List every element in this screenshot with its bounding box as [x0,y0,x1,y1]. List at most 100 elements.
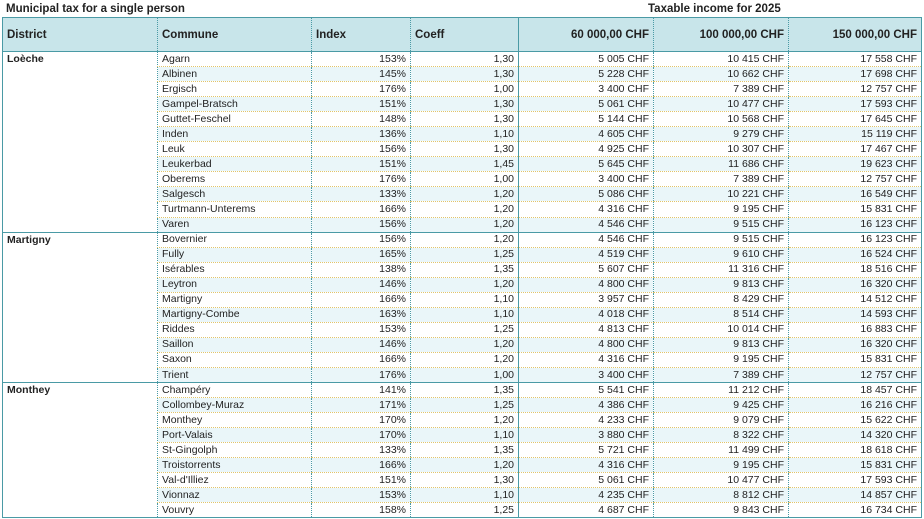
index-cell[interactable]: 176% [311,367,411,384]
commune-cell[interactable]: Saillon [157,337,312,353]
tax-60000-cell[interactable]: 4 519 CHF [518,247,654,263]
coeff-cell[interactable]: 1,20 [410,457,519,474]
commune-cell[interactable]: Leukerbad [157,156,312,173]
commune-cell[interactable]: Monthey [157,412,312,429]
coeff-cell[interactable]: 1,25 [410,502,519,519]
tax-150000-cell[interactable]: 17 645 CHF [788,111,922,128]
tax-60000-cell[interactable]: 4 235 CHF [518,487,654,504]
index-cell[interactable]: 133% [311,442,411,459]
commune-cell[interactable]: Bovernier [157,232,312,248]
index-cell[interactable]: 165% [311,247,411,263]
tax-150000-cell[interactable]: 15 831 CHF [788,352,922,368]
coeff-cell[interactable]: 1,45 [410,156,519,173]
coeff-cell[interactable]: 1,20 [410,412,519,429]
index-cell[interactable]: 166% [311,352,411,368]
header-income-60000[interactable]: 60 000,00 CHF [518,17,654,52]
tax-100000-cell[interactable]: 9 425 CHF [653,397,789,414]
tax-100000-cell[interactable]: 8 812 CHF [653,487,789,504]
index-cell[interactable]: 138% [311,262,411,278]
tax-150000-cell[interactable]: 16 549 CHF [788,186,922,203]
commune-cell[interactable]: Trient [157,367,312,384]
commune-cell[interactable]: Martigny [157,292,312,308]
tax-60000-cell[interactable]: 4 546 CHF [518,217,654,233]
commune-cell[interactable]: Saxon [157,352,312,368]
tax-60000-cell[interactable]: 4 233 CHF [518,412,654,429]
tax-100000-cell[interactable]: 7 389 CHF [653,367,789,384]
tax-60000-cell[interactable]: 4 813 CHF [518,322,654,338]
tax-60000-cell[interactable]: 5 645 CHF [518,156,654,173]
tax-150000-cell[interactable]: 15 831 CHF [788,201,922,218]
tax-100000-cell[interactable]: 8 322 CHF [653,427,789,444]
coeff-cell[interactable]: 1,30 [410,472,519,489]
commune-cell[interactable]: Inden [157,126,312,143]
tax-150000-cell[interactable]: 17 593 CHF [788,96,922,113]
coeff-cell[interactable]: 1,20 [410,232,519,248]
tax-100000-cell[interactable]: 11 212 CHF [653,382,789,399]
tax-150000-cell[interactable]: 15 622 CHF [788,412,922,429]
tax-100000-cell[interactable]: 10 014 CHF [653,322,789,338]
tax-60000-cell[interactable]: 5 061 CHF [518,472,654,489]
tax-100000-cell[interactable]: 11 316 CHF [653,262,789,278]
tax-60000-cell[interactable]: 5 005 CHF [518,51,654,68]
tax-100000-cell[interactable]: 10 477 CHF [653,472,789,489]
tax-150000-cell[interactable]: 14 512 CHF [788,292,922,308]
index-cell[interactable]: 176% [311,81,411,98]
tax-60000-cell[interactable]: 4 800 CHF [518,277,654,293]
tax-100000-cell[interactable]: 8 514 CHF [653,307,789,323]
tax-100000-cell[interactable]: 10 477 CHF [653,96,789,113]
tax-100000-cell[interactable]: 10 662 CHF [653,66,789,83]
tax-60000-cell[interactable]: 4 018 CHF [518,307,654,323]
tax-100000-cell[interactable]: 9 843 CHF [653,502,789,519]
tax-60000-cell[interactable]: 3 880 CHF [518,427,654,444]
commune-cell[interactable]: Riddes [157,322,312,338]
tax-100000-cell[interactable]: 10 221 CHF [653,186,789,203]
tax-60000-cell[interactable]: 4 386 CHF [518,397,654,414]
tax-150000-cell[interactable]: 16 320 CHF [788,337,922,353]
index-cell[interactable]: 153% [311,487,411,504]
coeff-cell[interactable]: 1,20 [410,186,519,203]
commune-cell[interactable]: Leytron [157,277,312,293]
tax-150000-cell[interactable]: 16 123 CHF [788,232,922,248]
tax-150000-cell[interactable]: 17 558 CHF [788,51,922,68]
commune-cell[interactable]: Champéry [157,382,312,399]
index-cell[interactable]: 170% [311,427,411,444]
tax-100000-cell[interactable]: 9 515 CHF [653,217,789,233]
index-cell[interactable]: 156% [311,232,411,248]
coeff-cell[interactable]: 1,10 [410,427,519,444]
coeff-cell[interactable]: 1,30 [410,141,519,158]
tax-60000-cell[interactable]: 5 607 CHF [518,262,654,278]
coeff-cell[interactable]: 1,10 [410,126,519,143]
index-cell[interactable]: 163% [311,307,411,323]
commune-cell[interactable]: Martigny-Combe [157,307,312,323]
tax-150000-cell[interactable]: 18 457 CHF [788,382,922,399]
commune-cell[interactable]: Turtmann-Unterems [157,201,312,218]
coeff-cell[interactable]: 1,30 [410,96,519,113]
commune-cell[interactable]: Leuk [157,141,312,158]
index-cell[interactable]: 153% [311,322,411,338]
tax-60000-cell[interactable]: 5 061 CHF [518,96,654,113]
tax-100000-cell[interactable]: 9 515 CHF [653,232,789,248]
coeff-cell[interactable]: 1,25 [410,397,519,414]
tax-150000-cell[interactable]: 14 593 CHF [788,307,922,323]
commune-cell[interactable]: Guttet-Feschel [157,111,312,128]
tax-60000-cell[interactable]: 3 400 CHF [518,171,654,188]
tax-60000-cell[interactable]: 4 925 CHF [518,141,654,158]
commune-cell[interactable]: St-Gingolph [157,442,312,459]
index-cell[interactable]: 146% [311,277,411,293]
coeff-cell[interactable]: 1,20 [410,337,519,353]
index-cell[interactable]: 176% [311,171,411,188]
commune-cell[interactable]: Oberems [157,171,312,188]
commune-cell[interactable]: Val-d'Illiez [157,472,312,489]
tax-100000-cell[interactable]: 9 813 CHF [653,337,789,353]
coeff-cell[interactable]: 1,20 [410,352,519,368]
tax-60000-cell[interactable]: 5 721 CHF [518,442,654,459]
tax-100000-cell[interactable]: 10 307 CHF [653,141,789,158]
tax-150000-cell[interactable]: 14 857 CHF [788,487,922,504]
tax-150000-cell[interactable]: 16 734 CHF [788,502,922,519]
tax-60000-cell[interactable]: 4 800 CHF [518,337,654,353]
tax-100000-cell[interactable]: 9 079 CHF [653,412,789,429]
tax-100000-cell[interactable]: 9 195 CHF [653,201,789,218]
coeff-cell[interactable]: 1,30 [410,111,519,128]
coeff-cell[interactable]: 1,35 [410,382,519,399]
tax-100000-cell[interactable]: 8 429 CHF [653,292,789,308]
